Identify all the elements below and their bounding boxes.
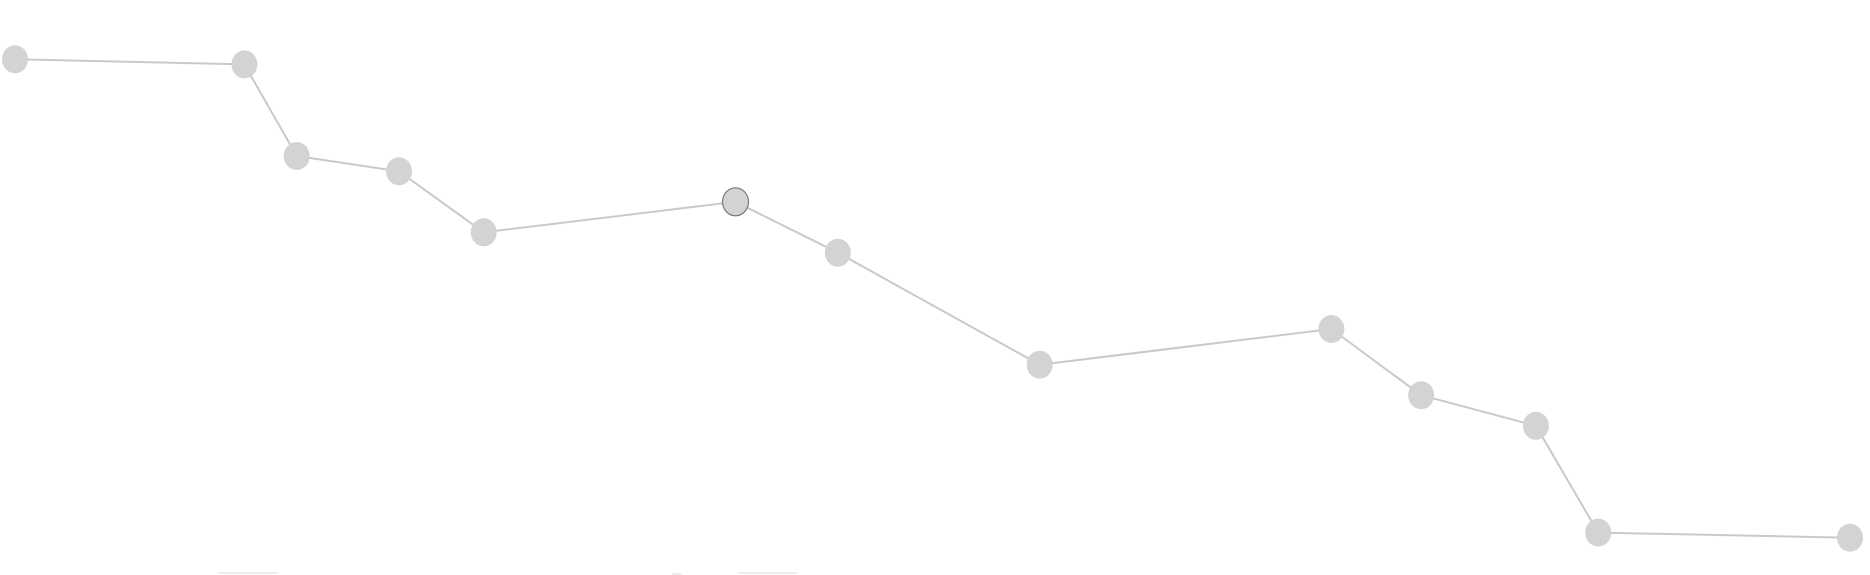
data-point[interactable] — [470, 218, 497, 247]
data-point[interactable] — [1585, 518, 1612, 547]
data-point[interactable] — [1408, 381, 1435, 410]
data-point[interactable] — [231, 50, 258, 79]
data-point[interactable] — [1026, 350, 1053, 379]
data-point[interactable] — [1318, 315, 1345, 343]
data-point[interactable] — [2, 45, 28, 74]
data-point[interactable] — [283, 142, 310, 170]
data-point[interactable] — [386, 157, 412, 186]
series-line — [14, 58, 1851, 539]
points-group — [2, 45, 1863, 552]
data-point[interactable] — [1522, 411, 1549, 440]
series-group — [14, 58, 1851, 539]
data-point[interactable] — [824, 238, 851, 267]
data-point[interactable] — [1837, 523, 1863, 552]
x-axis-baseline — [218, 572, 797, 575]
data-point-highlighted[interactable] — [721, 187, 750, 217]
